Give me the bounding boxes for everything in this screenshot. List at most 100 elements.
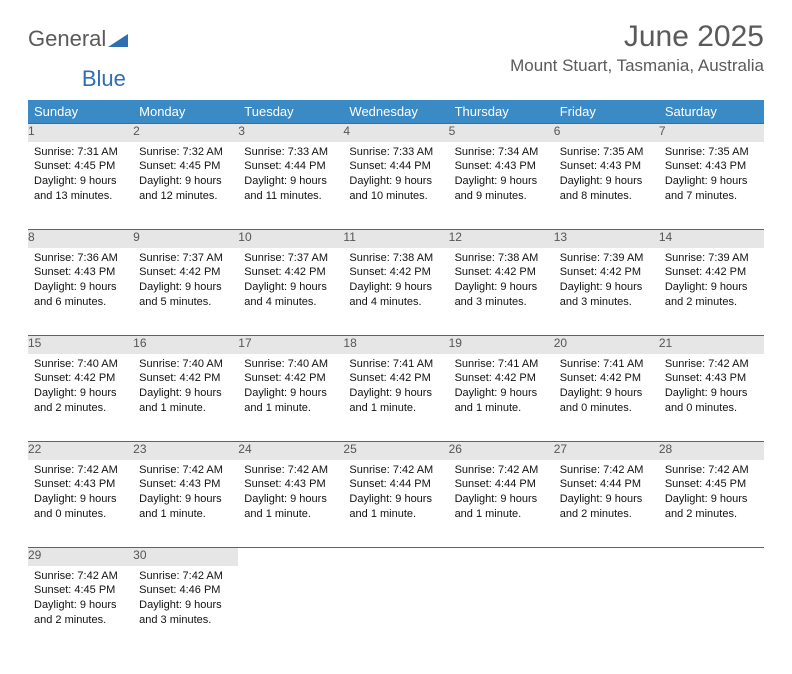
day-content-cell: Sunrise: 7:41 AMSunset: 4:42 PMDaylight:… [554,354,659,442]
sunset-text: Sunset: 4:43 PM [34,477,127,492]
day-text: Sunrise: 7:35 AMSunset: 4:43 PMDaylight:… [659,142,764,210]
daylight-text: Daylight: 9 hours and 2 minutes. [34,598,127,628]
sunrise-text: Sunrise: 7:35 AM [665,145,758,160]
day-content-cell: Sunrise: 7:38 AMSunset: 4:42 PMDaylight:… [449,248,554,336]
day-number-cell [343,548,448,566]
day-number-cell [659,548,764,566]
calendar-page: General June 2025 Mount Stuart, Tasmania… [0,0,792,674]
sunset-text: Sunset: 4:42 PM [34,371,127,386]
daylight-text: Daylight: 9 hours and 0 minutes. [34,492,127,522]
sunrise-text: Sunrise: 7:33 AM [244,145,337,160]
sunset-text: Sunset: 4:42 PM [665,265,758,280]
daylight-text: Daylight: 9 hours and 2 minutes. [34,386,127,416]
daylight-text: Daylight: 9 hours and 4 minutes. [349,280,442,310]
title-block: June 2025 Mount Stuart, Tasmania, Austra… [510,20,764,76]
day-text: Sunrise: 7:41 AMSunset: 4:42 PMDaylight:… [449,354,554,422]
day-text: Sunrise: 7:42 AMSunset: 4:44 PMDaylight:… [554,460,659,528]
week-content-row: Sunrise: 7:31 AMSunset: 4:45 PMDaylight:… [28,142,764,230]
sunrise-text: Sunrise: 7:40 AM [34,357,127,372]
brand-logo: General [28,20,128,52]
day-number-cell: 22 [28,442,133,460]
daylight-text: Daylight: 9 hours and 9 minutes. [455,174,548,204]
day-number-cell: 3 [238,124,343,142]
daylight-text: Daylight: 9 hours and 3 minutes. [560,280,653,310]
sunset-text: Sunset: 4:42 PM [560,371,653,386]
sunrise-text: Sunrise: 7:36 AM [34,251,127,266]
daylight-text: Daylight: 9 hours and 12 minutes. [139,174,232,204]
sunset-text: Sunset: 4:43 PM [455,159,548,174]
sunset-text: Sunset: 4:42 PM [244,265,337,280]
day-header: Monday [133,100,238,124]
sunrise-text: Sunrise: 7:32 AM [139,145,232,160]
sunrise-text: Sunrise: 7:42 AM [665,463,758,478]
day-number-cell: 15 [28,336,133,354]
day-number-cell: 13 [554,230,659,248]
daylight-text: Daylight: 9 hours and 0 minutes. [560,386,653,416]
day-text: Sunrise: 7:40 AMSunset: 4:42 PMDaylight:… [133,354,238,422]
day-number-cell [238,548,343,566]
day-text: Sunrise: 7:40 AMSunset: 4:42 PMDaylight:… [238,354,343,422]
day-number-cell: 11 [343,230,448,248]
month-title: June 2025 [510,20,764,54]
day-content-cell [343,566,448,654]
daylight-text: Daylight: 9 hours and 1 minute. [139,492,232,522]
week-daynum-row: 22232425262728 [28,442,764,460]
day-content-cell: Sunrise: 7:41 AMSunset: 4:42 PMDaylight:… [343,354,448,442]
day-content-cell: Sunrise: 7:42 AMSunset: 4:44 PMDaylight:… [449,460,554,548]
day-text: Sunrise: 7:42 AMSunset: 4:44 PMDaylight:… [449,460,554,528]
sunrise-text: Sunrise: 7:42 AM [139,569,232,584]
sunrise-text: Sunrise: 7:40 AM [244,357,337,372]
daylight-text: Daylight: 9 hours and 2 minutes. [560,492,653,522]
week-content-row: Sunrise: 7:36 AMSunset: 4:43 PMDaylight:… [28,248,764,336]
week-daynum-row: 891011121314 [28,230,764,248]
day-number-cell: 20 [554,336,659,354]
day-text: Sunrise: 7:42 AMSunset: 4:43 PMDaylight:… [133,460,238,528]
calendar-body: 1234567Sunrise: 7:31 AMSunset: 4:45 PMDa… [28,124,764,654]
day-number-cell: 9 [133,230,238,248]
daylight-text: Daylight: 9 hours and 7 minutes. [665,174,758,204]
daylight-text: Daylight: 9 hours and 2 minutes. [665,280,758,310]
day-content-cell: Sunrise: 7:42 AMSunset: 4:44 PMDaylight:… [343,460,448,548]
day-header: Tuesday [238,100,343,124]
sunrise-text: Sunrise: 7:38 AM [455,251,548,266]
day-text: Sunrise: 7:42 AMSunset: 4:43 PMDaylight:… [238,460,343,528]
daylight-text: Daylight: 9 hours and 1 minute. [349,492,442,522]
brand-part1: General [28,26,106,52]
day-number-cell: 12 [449,230,554,248]
day-number-cell: 18 [343,336,448,354]
day-content-cell [449,566,554,654]
day-number-cell: 6 [554,124,659,142]
sunset-text: Sunset: 4:42 PM [244,371,337,386]
sunrise-text: Sunrise: 7:42 AM [244,463,337,478]
sunrise-text: Sunrise: 7:41 AM [349,357,442,372]
sunrise-text: Sunrise: 7:41 AM [455,357,548,372]
sunset-text: Sunset: 4:45 PM [665,477,758,492]
day-text: Sunrise: 7:42 AMSunset: 4:43 PMDaylight:… [28,460,133,528]
week-content-row: Sunrise: 7:42 AMSunset: 4:43 PMDaylight:… [28,460,764,548]
day-text: Sunrise: 7:31 AMSunset: 4:45 PMDaylight:… [28,142,133,210]
sunrise-text: Sunrise: 7:42 AM [560,463,653,478]
day-header: Friday [554,100,659,124]
daylight-text: Daylight: 9 hours and 8 minutes. [560,174,653,204]
day-content-cell: Sunrise: 7:32 AMSunset: 4:45 PMDaylight:… [133,142,238,230]
day-number-cell: 26 [449,442,554,460]
day-number-cell: 25 [343,442,448,460]
day-content-cell: Sunrise: 7:35 AMSunset: 4:43 PMDaylight:… [659,142,764,230]
sunrise-text: Sunrise: 7:37 AM [139,251,232,266]
sunrise-text: Sunrise: 7:42 AM [665,357,758,372]
sunset-text: Sunset: 4:45 PM [139,159,232,174]
sunrise-text: Sunrise: 7:42 AM [34,463,127,478]
sunrise-text: Sunrise: 7:39 AM [560,251,653,266]
sunset-text: Sunset: 4:44 PM [455,477,548,492]
day-number-cell [554,548,659,566]
day-content-cell: Sunrise: 7:40 AMSunset: 4:42 PMDaylight:… [238,354,343,442]
day-content-cell: Sunrise: 7:42 AMSunset: 4:46 PMDaylight:… [133,566,238,654]
day-text: Sunrise: 7:32 AMSunset: 4:45 PMDaylight:… [133,142,238,210]
day-content-cell: Sunrise: 7:37 AMSunset: 4:42 PMDaylight:… [133,248,238,336]
sunrise-text: Sunrise: 7:41 AM [560,357,653,372]
day-number-cell: 2 [133,124,238,142]
day-content-cell: Sunrise: 7:37 AMSunset: 4:42 PMDaylight:… [238,248,343,336]
daylight-text: Daylight: 9 hours and 3 minutes. [455,280,548,310]
day-content-cell: Sunrise: 7:41 AMSunset: 4:42 PMDaylight:… [449,354,554,442]
day-text: Sunrise: 7:39 AMSunset: 4:42 PMDaylight:… [659,248,764,316]
